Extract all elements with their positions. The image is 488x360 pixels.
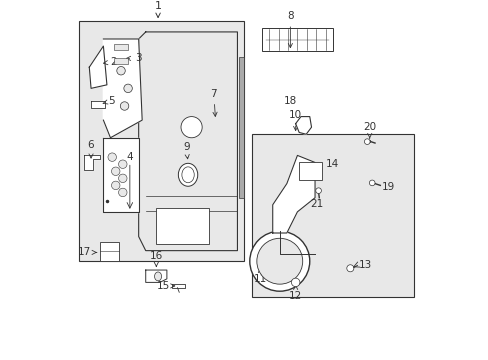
Text: 17: 17 xyxy=(78,247,97,257)
Polygon shape xyxy=(145,270,166,282)
Circle shape xyxy=(118,174,127,183)
Text: 6: 6 xyxy=(87,140,94,158)
Circle shape xyxy=(346,265,353,272)
Text: 7: 7 xyxy=(210,89,217,116)
Text: 15: 15 xyxy=(157,281,174,291)
Polygon shape xyxy=(172,284,184,288)
Bar xyxy=(299,162,322,180)
Circle shape xyxy=(315,188,321,193)
Text: 5: 5 xyxy=(103,96,115,106)
Bar xyxy=(100,242,119,261)
Bar xyxy=(239,57,244,198)
Text: 1: 1 xyxy=(154,1,161,18)
Circle shape xyxy=(181,117,202,138)
Ellipse shape xyxy=(178,163,197,186)
Polygon shape xyxy=(103,138,139,212)
Bar xyxy=(79,21,244,261)
Circle shape xyxy=(111,167,120,176)
Text: 12: 12 xyxy=(288,285,302,301)
Bar xyxy=(114,58,128,64)
Text: 8: 8 xyxy=(286,11,293,48)
Circle shape xyxy=(118,160,127,168)
Circle shape xyxy=(120,102,128,110)
Text: 18: 18 xyxy=(283,96,296,106)
Circle shape xyxy=(291,278,299,287)
Text: 13: 13 xyxy=(358,260,372,270)
Bar xyxy=(156,208,209,244)
Text: 2: 2 xyxy=(103,57,117,67)
Text: 9: 9 xyxy=(183,142,189,159)
Circle shape xyxy=(249,231,309,291)
Text: 11: 11 xyxy=(253,268,266,284)
Polygon shape xyxy=(295,117,311,134)
Circle shape xyxy=(118,188,127,197)
Ellipse shape xyxy=(154,272,161,281)
Text: 21: 21 xyxy=(309,199,323,210)
Text: 4: 4 xyxy=(126,152,133,162)
Bar xyxy=(262,28,332,51)
Text: 14: 14 xyxy=(307,159,338,171)
Circle shape xyxy=(123,84,132,93)
Circle shape xyxy=(256,238,302,284)
Polygon shape xyxy=(103,39,142,138)
Text: 20: 20 xyxy=(363,122,376,138)
Polygon shape xyxy=(272,156,314,233)
Bar xyxy=(251,134,413,297)
Circle shape xyxy=(364,139,369,144)
Circle shape xyxy=(368,180,374,186)
Text: 10: 10 xyxy=(288,110,302,131)
Circle shape xyxy=(108,153,116,161)
Ellipse shape xyxy=(182,167,194,183)
Text: 16: 16 xyxy=(149,251,163,266)
Text: 19: 19 xyxy=(381,182,394,192)
Polygon shape xyxy=(89,46,107,88)
Bar xyxy=(114,44,128,50)
Circle shape xyxy=(117,67,125,75)
Polygon shape xyxy=(91,101,105,108)
Text: 3: 3 xyxy=(126,53,142,63)
Circle shape xyxy=(111,181,120,190)
Polygon shape xyxy=(84,156,100,170)
